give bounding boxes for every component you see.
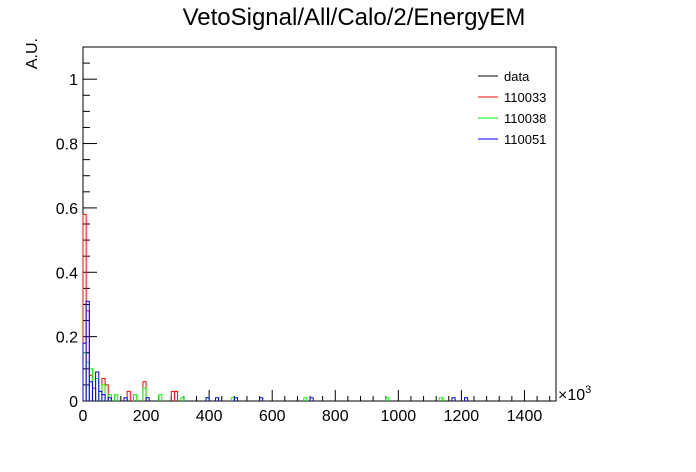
x-tick-label: 600 bbox=[259, 408, 286, 425]
series-layer bbox=[82, 213, 469, 401]
series-110051 bbox=[82, 300, 469, 401]
y-tick-label: 0 bbox=[69, 394, 78, 411]
y-tick-label: 1 bbox=[69, 72, 78, 89]
legend-entry: 110038 bbox=[504, 111, 546, 126]
legend-entry: 110051 bbox=[504, 132, 546, 147]
x-tick-label: 800 bbox=[322, 408, 349, 425]
x-tick-label: 0 bbox=[79, 408, 88, 425]
legend-entry: 110033 bbox=[504, 90, 546, 105]
legend: data 110033 110038 110051 bbox=[478, 69, 546, 147]
legend-entry: data bbox=[504, 69, 530, 84]
histogram-line-110033 bbox=[82, 213, 179, 401]
histogram-line-110051 bbox=[82, 300, 469, 401]
plot-frame bbox=[82, 46, 557, 402]
y-tick-label: 0.6 bbox=[56, 201, 78, 218]
x-axis-multiplier: ×103 bbox=[558, 384, 591, 404]
x-tick-label: 200 bbox=[133, 408, 160, 425]
x-tick-label: 1000 bbox=[381, 408, 417, 425]
axis-ticks: 0 200 400 600 800 1000 1200 1400 0 0.2 0.4 0.6 0.8 1 bbox=[56, 62, 551, 425]
y-axis-label: A.U. bbox=[24, 38, 41, 69]
chart-title: VetoSignal/All/Calo/2/EnergyEM bbox=[183, 4, 526, 31]
series-110038 bbox=[82, 352, 443, 401]
histogram-line-110038 bbox=[82, 352, 443, 401]
x-tick-label: 1400 bbox=[507, 408, 543, 425]
series-110033 bbox=[82, 213, 179, 401]
y-tick-label: 0.8 bbox=[56, 137, 78, 154]
y-tick-label: 0.4 bbox=[56, 265, 78, 282]
y-tick-label: 0.2 bbox=[56, 330, 78, 347]
x-tick-label: 1200 bbox=[444, 408, 480, 425]
x-tick-label: 400 bbox=[196, 408, 223, 425]
